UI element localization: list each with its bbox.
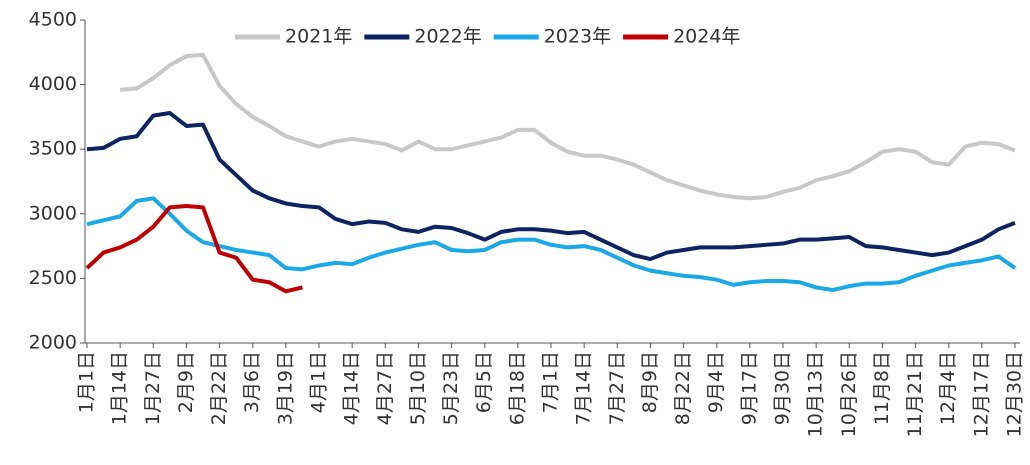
y-tick-label: 3000: [29, 202, 77, 224]
series-line: [85, 204, 303, 294]
x-tick-label: 12月4日: [937, 351, 959, 425]
x-tick-label: 4月14日: [341, 351, 363, 425]
x-tick-label: 3月19日: [274, 351, 296, 425]
x-tick-label: 6月18日: [506, 351, 528, 425]
x-tick-label: 2月9日: [175, 351, 197, 413]
series-line: [86, 111, 1016, 262]
legend-label: 2023年: [544, 26, 611, 48]
x-tick-label: 6月5日: [473, 351, 495, 413]
x-tick-label: 12月30日: [1004, 351, 1026, 437]
x-tick-label: 7月1日: [540, 351, 562, 413]
y-tick-label: 3500: [29, 138, 77, 160]
legend-label: 2021年: [285, 26, 352, 48]
x-tick-label: 11月8日: [871, 351, 893, 425]
x-tick-label: 1月14日: [109, 351, 131, 425]
x-tick-label: 8月22日: [672, 351, 694, 425]
x-tick-label: 12月17日: [970, 351, 992, 437]
x-tick-label: 10月13日: [805, 351, 827, 437]
x-tick-label: 2月22日: [208, 351, 230, 425]
x-tick-label: 3月6日: [241, 351, 263, 413]
x-tick-label: 9月17日: [738, 351, 760, 425]
x-tick-label: 5月10日: [407, 351, 429, 425]
legend-label: 2024年: [673, 26, 740, 48]
y-tick-label: 2500: [29, 267, 77, 289]
x-tick-label: 5月23日: [440, 351, 462, 425]
x-tick-label: 1月1日: [76, 351, 98, 413]
x-tick-label: 9月4日: [705, 351, 727, 413]
series-line: [119, 52, 1016, 201]
series-line: [86, 196, 1017, 293]
x-tick-label: 11月21日: [904, 351, 926, 437]
y-tick-label: 4000: [29, 73, 77, 95]
y-tick-label: 4500: [29, 9, 77, 31]
x-tick-label: 10月26日: [838, 351, 860, 437]
x-tick-label: 7月27日: [606, 351, 628, 425]
x-tick-label: 1月27日: [142, 351, 164, 425]
x-tick-label: 4月27日: [374, 351, 396, 425]
x-tick-label: 9月30日: [772, 351, 794, 425]
x-tick-label: 8月9日: [639, 351, 661, 413]
x-tick-label: 7月14日: [573, 351, 595, 425]
legend-label: 2022年: [414, 26, 481, 48]
y-tick-label: 2000: [29, 332, 77, 354]
x-tick-label: 4月1日: [308, 351, 330, 413]
